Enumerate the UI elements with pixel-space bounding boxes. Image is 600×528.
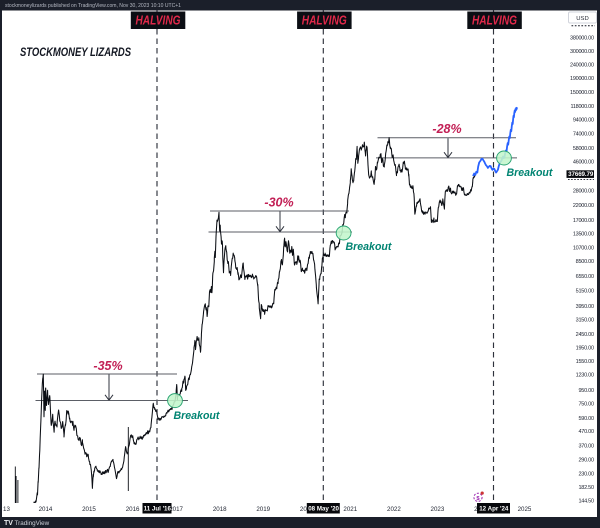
svg-text:$: $: [476, 496, 480, 502]
svg-text:-30%: -30%: [264, 196, 293, 210]
svg-text:28000.00: 28000.00: [573, 189, 594, 195]
svg-text:-35%: -35%: [93, 359, 122, 373]
svg-text:3150.00: 3150.00: [576, 317, 594, 323]
svg-text:17000.00: 17000.00: [573, 218, 594, 224]
svg-text:46000.00: 46000.00: [573, 160, 594, 166]
svg-text:370.00: 370.00: [578, 443, 594, 449]
svg-text:10700.00: 10700.00: [573, 245, 594, 251]
svg-text:1230.00: 1230.00: [576, 373, 594, 379]
svg-text:150000.00: 150000.00: [570, 90, 594, 96]
svg-text:8500.00: 8500.00: [576, 259, 594, 265]
svg-text:HALVING: HALVING: [302, 14, 347, 28]
svg-text:08 May '20: 08 May '20: [308, 506, 339, 513]
svg-text:HALVING: HALVING: [472, 14, 517, 28]
svg-text:750.00: 750.00: [578, 402, 594, 408]
svg-text:2022: 2022: [387, 506, 401, 513]
svg-text:950.00: 950.00: [578, 388, 594, 394]
svg-text:380000.00: 380000.00: [570, 35, 594, 41]
svg-text:190000.00: 190000.00: [570, 76, 594, 82]
svg-text:6550.00: 6550.00: [576, 274, 594, 280]
svg-text:94000.00: 94000.00: [573, 118, 594, 124]
svg-text:2017: 2017: [169, 506, 183, 513]
svg-text:1550.00: 1550.00: [576, 359, 594, 365]
svg-text:13500.00: 13500.00: [573, 232, 594, 238]
svg-text:182.50: 182.50: [578, 485, 594, 491]
svg-text:2016: 2016: [126, 506, 140, 513]
svg-text:12 Apr '24: 12 Apr '24: [479, 506, 509, 513]
svg-text:5150.00: 5150.00: [576, 288, 594, 294]
svg-text:2021: 2021: [343, 506, 357, 513]
svg-text:2450.00: 2450.00: [576, 332, 594, 338]
svg-text:TV: TV: [4, 520, 13, 527]
svg-text:-28%: -28%: [432, 122, 461, 136]
svg-text:2023: 2023: [431, 506, 445, 513]
svg-text:stockmoneylizards published on: stockmoneylizards published on TradingVi…: [5, 3, 181, 9]
svg-text:118000.00: 118000.00: [570, 104, 594, 110]
svg-text:240000.00: 240000.00: [570, 62, 594, 68]
svg-text:3950.00: 3950.00: [576, 304, 594, 310]
svg-text:2015: 2015: [82, 506, 96, 513]
svg-text:144.50: 144.50: [578, 499, 594, 505]
svg-text:590.00: 590.00: [578, 416, 594, 422]
svg-text:470.00: 470.00: [578, 429, 594, 435]
svg-text:230.00: 230.00: [578, 471, 594, 477]
svg-text:USD: USD: [576, 16, 588, 22]
svg-text:Breakout: Breakout: [346, 241, 392, 253]
svg-text:2014: 2014: [39, 506, 53, 513]
svg-text:Breakout: Breakout: [174, 410, 220, 422]
svg-text:290.00: 290.00: [578, 458, 594, 464]
svg-text:300000.00: 300000.00: [570, 49, 594, 55]
svg-text:Breakout: Breakout: [507, 167, 553, 179]
svg-text:2019: 2019: [256, 506, 270, 513]
svg-text:11 Jul '16: 11 Jul '16: [144, 506, 172, 513]
svg-text:STOCKMONEY LIZARDS: STOCKMONEY LIZARDS: [20, 45, 131, 59]
svg-text:74000.00: 74000.00: [573, 132, 594, 138]
svg-text:2018: 2018: [213, 506, 227, 513]
svg-text:HALVING: HALVING: [136, 14, 181, 28]
svg-text:22000.00: 22000.00: [573, 203, 594, 209]
svg-text:1950.00: 1950.00: [576, 346, 594, 352]
svg-text:13: 13: [3, 506, 10, 513]
svg-text:37669.79: 37669.79: [568, 171, 594, 178]
svg-text:2025: 2025: [518, 506, 532, 513]
svg-text:58000.00: 58000.00: [573, 146, 594, 152]
svg-text:TradingView: TradingView: [15, 520, 50, 527]
